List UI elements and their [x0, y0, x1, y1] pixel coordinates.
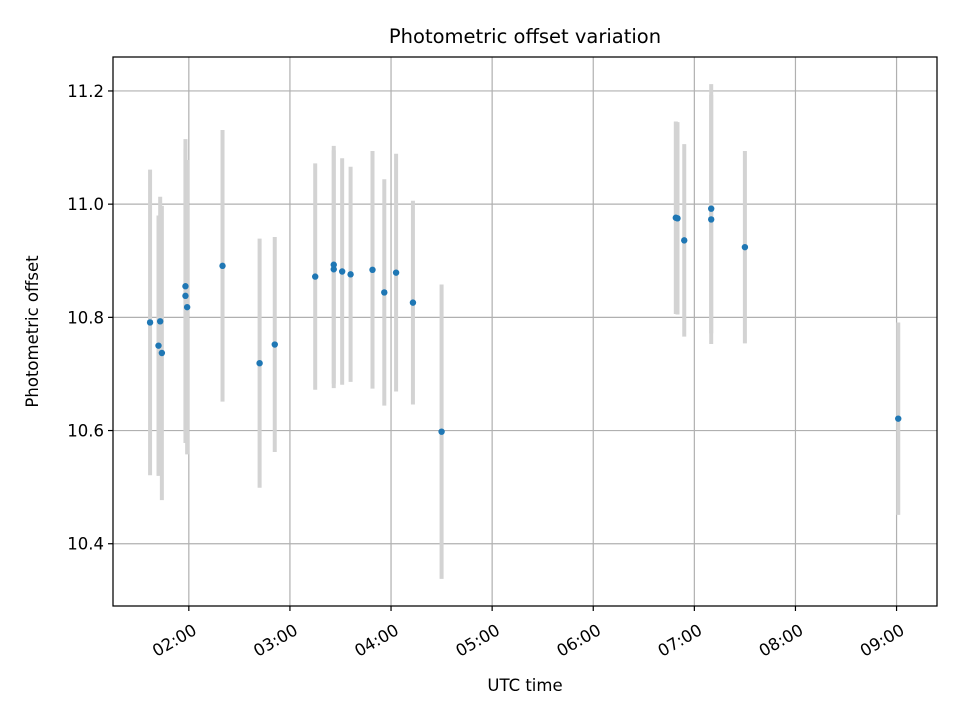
- data-point: [895, 415, 902, 422]
- data-point: [330, 261, 337, 268]
- x-tick-label: 08:00: [756, 620, 807, 660]
- data-point: [369, 266, 376, 274]
- x-tick-label: 03:00: [250, 620, 301, 660]
- data-point: [381, 289, 388, 296]
- point-layer: [146, 205, 902, 435]
- data-point: [708, 216, 715, 223]
- x-tick-label: 07:00: [655, 620, 706, 660]
- grid-layer: [113, 57, 937, 606]
- data-point: [156, 318, 164, 325]
- data-point: [182, 292, 189, 300]
- chart-title: Photometric offset variation: [389, 25, 661, 48]
- data-point: [330, 266, 337, 273]
- x-tick-label: 04:00: [351, 620, 402, 660]
- data-point: [271, 341, 278, 348]
- x-axis-label: UTC time: [487, 676, 562, 695]
- data-point: [183, 303, 191, 311]
- data-point: [741, 243, 749, 251]
- data-point: [158, 349, 166, 357]
- data-point: [409, 299, 417, 306]
- data-point: [146, 319, 154, 326]
- data-point: [681, 237, 688, 244]
- data-point: [182, 283, 189, 290]
- x-tick-label: 02:00: [149, 620, 200, 660]
- y-tick-label: 10.6: [67, 422, 104, 441]
- y-tick-label: 11.2: [67, 82, 104, 101]
- data-point: [392, 269, 400, 276]
- data-point: [256, 359, 263, 367]
- x-tick-label: 05:00: [452, 620, 503, 660]
- x-tick-label: 09:00: [857, 620, 908, 660]
- data-point: [312, 273, 319, 280]
- data-point: [155, 342, 162, 349]
- x-tick-label: 06:00: [554, 620, 605, 660]
- y-axis-label: Photometric offset: [23, 255, 42, 408]
- errorbar-layer: [148, 84, 901, 579]
- tick-layer: 02:00 03:00 04:00 05:00 06:00 07:00 08:00 09:00…: [67, 82, 907, 661]
- data-point: [347, 271, 354, 278]
- y-tick-label: 10.4: [67, 535, 104, 554]
- y-tick-label: 10.8: [67, 308, 104, 327]
- data-point: [219, 262, 226, 270]
- plot-frame: [112, 56, 938, 607]
- data-point: [338, 268, 346, 275]
- data-point: [438, 428, 445, 435]
- data-point: [674, 215, 681, 222]
- y-tick-label: 11.0: [67, 195, 104, 214]
- data-point: [708, 205, 715, 212]
